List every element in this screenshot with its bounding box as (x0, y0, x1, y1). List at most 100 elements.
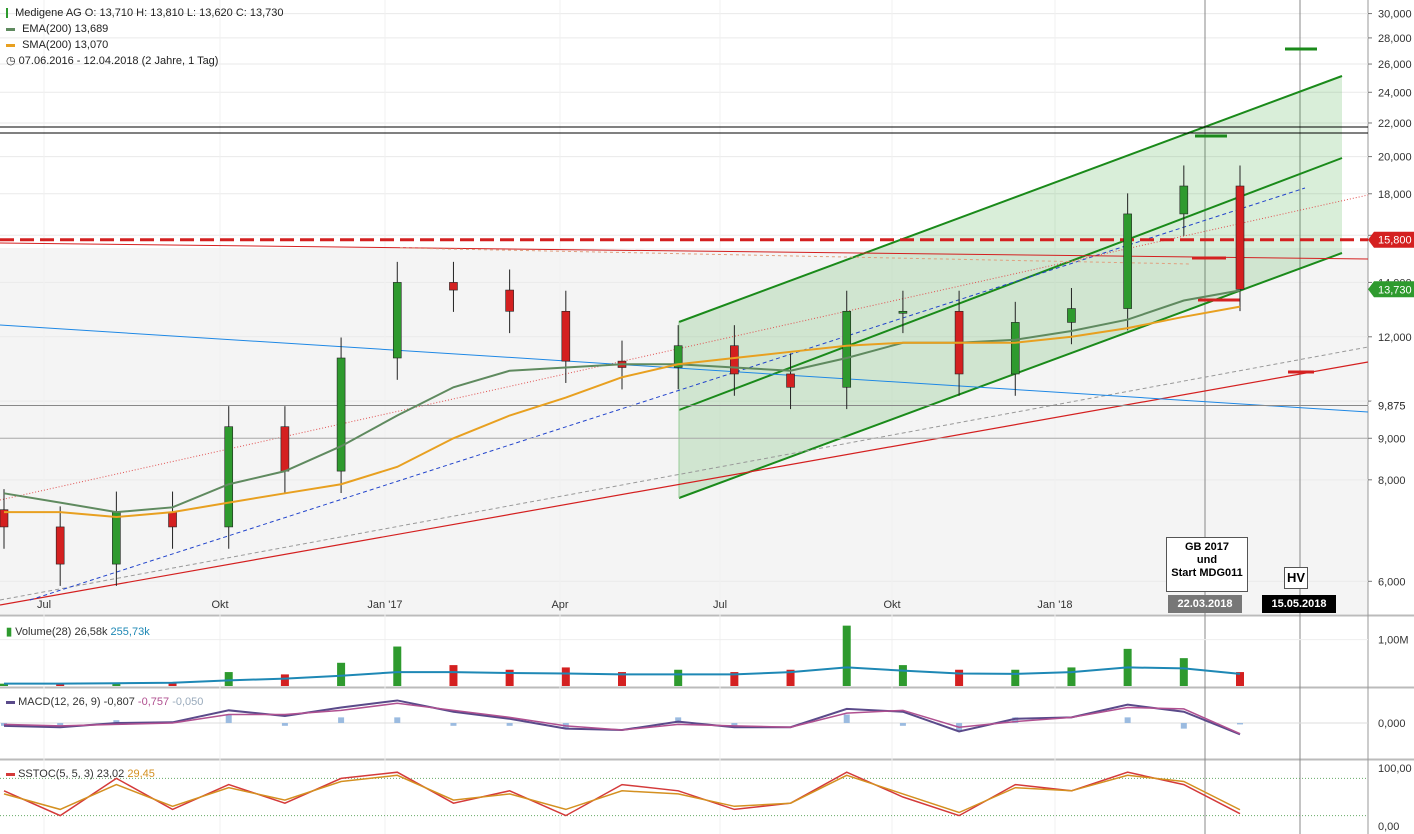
candle-body (1235, 185, 1245, 290)
sma-swatch-icon (6, 43, 15, 47)
candle-body (280, 426, 290, 472)
macd-histogram-bar (1, 723, 7, 726)
red-resistance-line (0, 242, 1369, 260)
chart-legend-price: Medigene AG O: 13,710 H: 13,810 L: 13,62… (6, 6, 284, 20)
volume-bar (224, 672, 233, 686)
channel-lower-line (678, 252, 1343, 499)
volume-bar (1011, 669, 1020, 686)
macd-label: MACD(12, 26, 9) (18, 696, 101, 708)
volume-bar (674, 669, 683, 686)
macd-histogram-bar (1237, 723, 1243, 725)
candle-body (786, 373, 795, 388)
price-tick-label: 30,000 (1378, 9, 1412, 21)
support-trendline (0, 361, 1369, 606)
volume-average-line (4, 666, 1241, 685)
time-tick-label: Jul (37, 599, 51, 611)
sma-label: SMA(200) (22, 39, 72, 51)
price-tick-label: 20,000 (1378, 152, 1412, 164)
price-tag (1368, 397, 1414, 414)
instrument-name: Medigene AG (15, 7, 82, 19)
candle-body (112, 511, 121, 565)
candle-body (730, 345, 739, 375)
candle-body (505, 289, 514, 312)
volume-value-2: 255,73k (110, 626, 150, 638)
price-tick-label: 18,000 (1378, 189, 1412, 201)
macd-tick-label: 0,000 (1378, 718, 1406, 730)
volume-bar (955, 669, 964, 686)
sma-value: 13,070 (74, 39, 109, 51)
time-tick-label: Jan '17 (367, 599, 402, 611)
macd-histogram-bar (1124, 717, 1131, 723)
blue-downtrend-line (0, 324, 1369, 413)
macd-histogram-bar (281, 723, 288, 726)
candle-body (673, 345, 683, 368)
volume-bar (337, 662, 346, 686)
ema-swatch-icon (6, 27, 15, 31)
volume-bar (280, 674, 289, 686)
price-tag-label: 9,875 (1378, 401, 1406, 413)
macd-histogram-bar (113, 720, 120, 723)
sstoc-k-line (3, 771, 1241, 817)
annotation-gb2017: GB 2017 und Start MDG011 (1166, 537, 1248, 592)
volume-bar (730, 672, 739, 686)
macd-value-3: -0,050 (172, 696, 204, 708)
macd-histogram-bar (394, 717, 401, 723)
macd-legend: MACD(12, 26, 9) -0,807 -0,757 -0,050 (6, 696, 203, 708)
sstoc-tick-bottom: 0,00 (1378, 821, 1399, 833)
annotation-line: Start MDG011 (1171, 567, 1243, 579)
sma200-line (4, 305, 1241, 518)
volume-bar (1236, 672, 1244, 686)
price-tick-label: 26,000 (1378, 59, 1412, 71)
sstoc-label: SSTOC(5, 5, 3) (18, 768, 94, 780)
macd-histogram-bar (57, 723, 64, 726)
candle-body (449, 282, 458, 291)
ema-value: 13,689 (74, 23, 109, 35)
candle-body (55, 526, 65, 565)
ema-label: EMA(200) (22, 23, 72, 35)
volume-bar (898, 665, 907, 686)
price-tick-label: 28,000 (1378, 33, 1412, 45)
ema200-line (3, 289, 1241, 514)
chart-legend-sma: SMA(200) 13,070 (6, 38, 108, 52)
macd-histogram-bar (675, 717, 682, 723)
volume-bar (449, 665, 458, 686)
volume-bar (1067, 667, 1076, 686)
price-tag (1368, 231, 1414, 248)
volume-bar (112, 683, 121, 686)
date-tag-gb: 22.03.2018 (1168, 595, 1242, 613)
sstoc-d-line (3, 774, 1241, 814)
price-tag-label: 15,800 (1378, 235, 1412, 247)
volume-bar (561, 667, 570, 686)
candle-body (1010, 322, 1020, 375)
time-tick-label: Apr (551, 599, 568, 611)
annotation-line: GB 2017 (1184, 541, 1230, 553)
macd-value-1: -0,807 (103, 696, 135, 708)
sstoc-tick-top: 100,00 (1378, 763, 1412, 775)
candle-body (1123, 213, 1132, 309)
price-tick-label: 24,000 (1378, 87, 1412, 99)
channel-upper-line (678, 75, 1343, 323)
time-tick-label: Jan '18 (1037, 599, 1072, 611)
price-tick-label: 6,000 (1378, 576, 1406, 588)
volume-bar (786, 669, 795, 686)
macd-histogram-bar (731, 723, 738, 726)
macd-histogram-bar (1012, 717, 1019, 723)
volume-bar (0, 683, 8, 686)
price-tag-label: 13,730 (1378, 284, 1412, 296)
macd-value-2: -0,757 (137, 696, 170, 708)
volume-label: Volume(28) (15, 626, 72, 638)
candle-body (1179, 185, 1189, 215)
candle-body (0, 509, 9, 528)
macd-histogram-bar (338, 717, 345, 723)
macd-histogram-bar (225, 714, 232, 723)
candle-body (336, 357, 346, 472)
macd-signal-line (3, 702, 1241, 735)
dashed-gray-trendline (0, 346, 1369, 601)
volume-bar (618, 672, 626, 686)
candle-body (168, 511, 177, 528)
price-tick-label: 8,000 (1378, 475, 1406, 487)
volume-bar (393, 646, 402, 686)
macd-swatch-icon (6, 700, 15, 704)
price-tick-label: 9,000 (1378, 433, 1406, 445)
volume-value-1: 26,58k (74, 626, 108, 638)
